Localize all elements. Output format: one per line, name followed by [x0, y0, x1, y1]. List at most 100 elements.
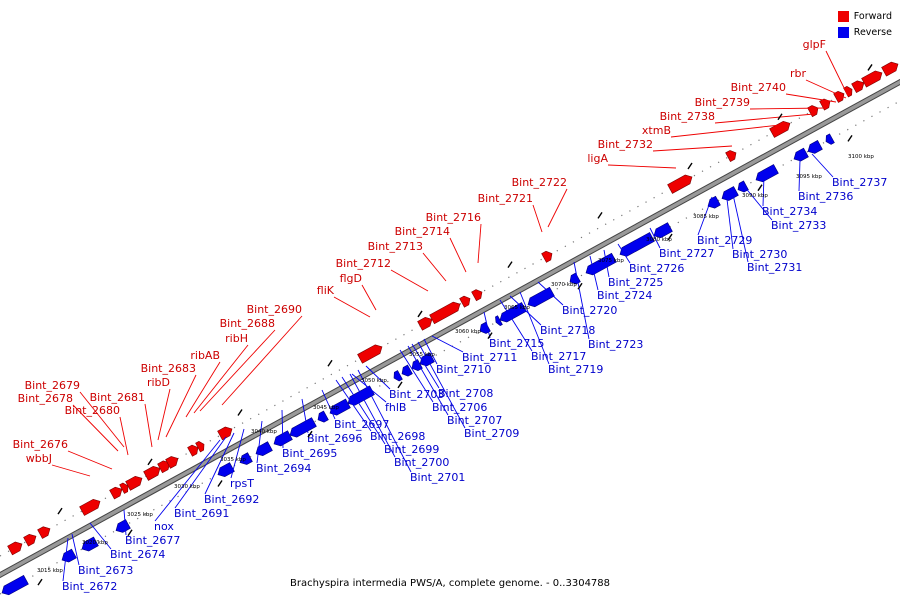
gene-label-wbbj: wbbJ	[26, 452, 52, 465]
gene-label-bint-2674: Bint_2674	[110, 548, 165, 561]
scale-mark-9	[757, 184, 763, 192]
leader-bint-2730	[725, 190, 734, 250]
gene-label-bint-2711: Bint_2711	[462, 351, 517, 364]
leader-flgd	[361, 284, 377, 311]
scale-mark-4	[307, 430, 313, 438]
forward-mark-7	[597, 211, 603, 219]
gene-label-bint-2709: Bint_2709	[464, 427, 519, 440]
leader-bint-2673	[71, 533, 80, 566]
gene-label-bint-2723: Bint_2723	[588, 338, 643, 351]
leader-bint-2729	[697, 196, 713, 236]
scale-label-3025-kbp: 3025 kbp	[127, 512, 153, 518]
reverse-gene-9	[289, 417, 317, 438]
scale-mark-6	[487, 332, 493, 339]
reverse-gene-10	[317, 410, 329, 423]
leader-bint-2700	[349, 373, 396, 458]
scale-mark-8	[667, 233, 673, 241]
leader-bint-2718	[509, 295, 542, 326]
forward-gene-22	[769, 120, 791, 138]
gene-label-bint-2739: Bint_2739	[695, 96, 750, 109]
gene-label-bint-2731: Bint_2731	[747, 261, 802, 274]
legend-item-forward: Forward	[837, 9, 892, 23]
scale-label-3050-kbp: 3050 kbp	[361, 378, 387, 384]
scale-label-3070-kbp: 3070 kbp	[551, 282, 577, 288]
forward-mark-10	[867, 64, 873, 71]
leader-bint-2701	[357, 369, 412, 473]
leader-bint-2713	[422, 252, 447, 282]
gene-label-bint-2697: Bint_2697	[334, 418, 389, 431]
scale-mark-7	[577, 282, 583, 290]
gene-label-bint-2690: Bint_2690	[247, 303, 302, 316]
scale-label-3045-kbp: 3045 kbp	[313, 405, 339, 411]
leader-bint-2678	[72, 404, 119, 452]
leader-rpst	[230, 428, 245, 479]
leader-bint-2716	[477, 223, 482, 264]
gene-label-bint-2736: Bint_2736	[798, 190, 853, 203]
gene-label-bint-2740: Bint_2740	[731, 81, 786, 94]
scale-label-3040-kbp: 3040 kbp	[251, 429, 277, 435]
reverse-gene-22	[585, 252, 617, 276]
reverse-gene-4	[115, 519, 131, 533]
gene-label-bint-2703: Bint_2703	[389, 388, 444, 401]
gene-label-bint-2698: Bint_2698	[370, 430, 425, 443]
gene-label-bint-2707: Bint_2707	[447, 414, 502, 427]
gene-label-nox: nox	[154, 520, 174, 533]
gene-label-bint-2714: Bint_2714	[395, 225, 450, 238]
scale-label-3060-kbp: 3060 kbp	[455, 329, 481, 335]
leader-glpf	[825, 50, 849, 97]
forward-swatch	[837, 10, 849, 22]
gene-label-rbr: rbr	[790, 67, 807, 80]
reverse-gene-11	[329, 398, 351, 416]
gene-label-bint-2713: Bint_2713	[368, 240, 423, 253]
scale-label-3035-kbp: 3035 kbp	[220, 457, 246, 463]
forward-gene-14	[357, 344, 383, 364]
forward-mark-4	[327, 359, 333, 367]
forward-gene-17	[459, 295, 471, 308]
forward-gene-6	[119, 482, 129, 494]
reverse-swatch	[837, 26, 849, 38]
leader-bint-2697	[321, 389, 336, 420]
forward-gene-5	[109, 486, 123, 500]
forward-mark-2	[147, 458, 153, 466]
leader-liga	[607, 164, 677, 169]
gene-label-bint-2734: Bint_2734	[762, 205, 817, 218]
forward-gene-7	[125, 475, 143, 491]
gene-label-bint-2706: Bint_2706	[432, 401, 487, 414]
scale-label-3085-kbp: 3085 kbp	[693, 214, 719, 220]
leader-bint-2703	[365, 365, 391, 390]
reverse-gene-7	[255, 441, 273, 457]
legend-label-forward: Forward	[853, 10, 892, 22]
leader-bint-2739	[749, 107, 827, 110]
leader-bint-2698	[335, 379, 372, 432]
gene-label-bint-2695: Bint_2695	[282, 447, 337, 460]
reverse-gene-13	[393, 370, 403, 382]
scale-label-3015-kbp: 3015 kbp	[37, 568, 63, 574]
reverse-gene-28	[755, 164, 779, 183]
leader-bint-2712	[390, 269, 429, 292]
leader-bint-2719	[519, 291, 550, 365]
reverse-gene-17	[479, 321, 491, 334]
leader-bint-2711	[431, 335, 464, 353]
leader-bint-2696	[301, 398, 309, 434]
gene-label-bint-2692: Bint_2692	[204, 493, 259, 506]
leader-xtmb	[670, 124, 781, 138]
gene-label-rpst: rpsT	[230, 477, 254, 490]
gene-label-ribh: ribH	[225, 332, 248, 345]
forward-gene-11	[187, 444, 199, 457]
gene-label-bint-2732: Bint_2732	[598, 138, 653, 151]
scale-ticks: 3015 kbp 3020 kbp 3025 kbp 3030 kbp 3035 kbp…	[37, 64, 874, 586]
scale-mark-1	[37, 578, 43, 586]
leader-bint-2690	[221, 315, 303, 406]
leader-fhlb	[351, 373, 387, 403]
leader-bint-2722	[547, 188, 568, 228]
scale-label-3080-kbp: 3080 kbp	[646, 237, 672, 243]
scale-mark-3	[217, 480, 223, 487]
reverse-gene-26	[721, 186, 739, 201]
leader-bint-2710	[423, 338, 438, 365]
leader-bint-2714	[449, 237, 467, 273]
scale-label-3100-kbp: 3100 kbp	[848, 154, 874, 160]
gene-label-bint-2694: Bint_2694	[256, 462, 311, 475]
reverse-gene-30	[807, 140, 823, 154]
leader-bint-2715	[483, 311, 491, 339]
